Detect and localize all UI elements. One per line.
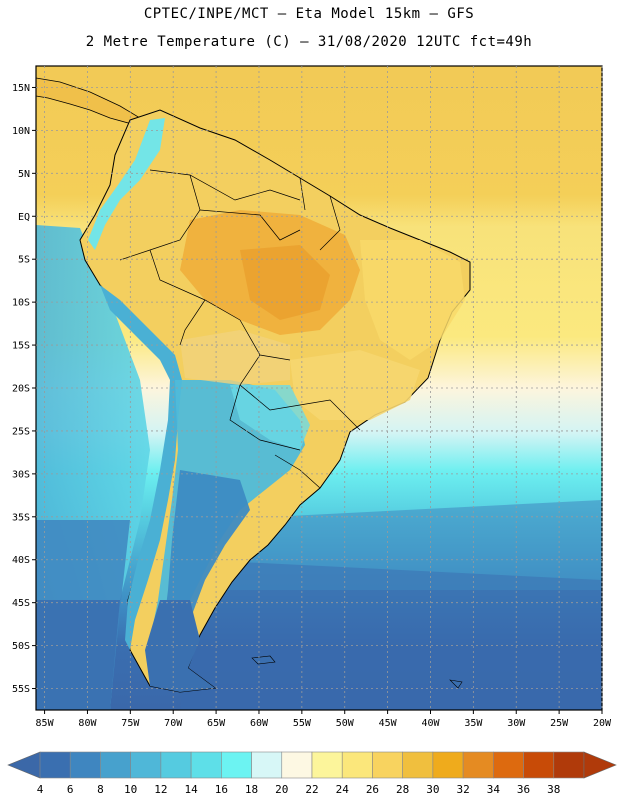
lat-tick-label: 45S bbox=[12, 598, 30, 609]
central-america bbox=[36, 77, 141, 125]
hot-spot bbox=[240, 245, 330, 320]
colorbar-label: 26 bbox=[366, 783, 379, 796]
lat-tick-label: 5N bbox=[18, 169, 30, 180]
andes-south bbox=[100, 285, 182, 650]
lon-tick-label: 45W bbox=[379, 718, 398, 729]
lat-tick-label: 40S bbox=[12, 555, 30, 566]
colorbar-label: 14 bbox=[184, 783, 198, 796]
lat-tick-label: 15S bbox=[12, 341, 30, 352]
lon-tick-label: 75W bbox=[121, 718, 140, 729]
colorbar-label: 32 bbox=[456, 783, 469, 796]
ocean-south-atlantic-mid bbox=[200, 500, 602, 590]
colorbar-swatch bbox=[523, 751, 555, 779]
lon-tick-label: 25W bbox=[550, 718, 569, 729]
colorbar-label: 4 bbox=[37, 783, 44, 796]
colorbar-swatch bbox=[462, 751, 494, 779]
lon-tick-label: 65W bbox=[207, 718, 226, 729]
colorbar-label: 36 bbox=[517, 783, 530, 796]
colorbar-under-arrow bbox=[7, 751, 41, 779]
title-line-1: CPTEC/INPE/MCT – Eta Model 15km – GFS bbox=[143, 6, 475, 22]
colorbar-label: 20 bbox=[275, 783, 288, 796]
lat-tick-label: 15N bbox=[12, 83, 30, 94]
coast-details bbox=[251, 655, 463, 689]
title-line-2: 2 Metre Temperature (C) – 31/08/2020 12U… bbox=[85, 34, 533, 50]
lat-tick-label: 50S bbox=[12, 641, 30, 652]
lat-tick-label: 55S bbox=[12, 684, 30, 695]
lon-tick-label: 85W bbox=[36, 718, 55, 729]
lon-tick-label: 35W bbox=[464, 718, 483, 729]
lat-tick-label: 5S bbox=[18, 255, 30, 266]
colorbar-swatch bbox=[251, 751, 283, 779]
colorbar-swatch bbox=[130, 751, 162, 779]
lat-tick-label: 35S bbox=[12, 512, 30, 523]
colorbar-label: 24 bbox=[336, 783, 350, 796]
colorbar-swatch bbox=[221, 751, 252, 779]
colorbar-swatch bbox=[402, 751, 434, 779]
colorbar-swatch bbox=[160, 751, 192, 779]
longitude-axis: 85W 80W 75W 70W 65W 60W 55W 50W 45W 40W 35W 30W 25W 2… bbox=[36, 710, 612, 729]
colorbar-label: 38 bbox=[547, 783, 560, 796]
colorbar-label: 16 bbox=[215, 783, 228, 796]
andes-north bbox=[88, 118, 165, 250]
colorbar-swatch bbox=[311, 751, 343, 779]
ocean-south-atlantic bbox=[180, 560, 602, 710]
lon-tick-label: 80W bbox=[78, 718, 97, 729]
colorbar-label: 12 bbox=[154, 783, 167, 796]
lon-tick-label: 50W bbox=[336, 718, 355, 729]
colorbar-swatch bbox=[341, 751, 373, 779]
colorbar-label: 28 bbox=[396, 783, 409, 796]
colorbar-label: 22 bbox=[305, 783, 318, 796]
lon-tick-label: 70W bbox=[164, 718, 183, 729]
colorbar-swatch bbox=[39, 751, 71, 779]
tierra-del-fuego bbox=[145, 600, 215, 692]
lat-tick-label: 25S bbox=[12, 426, 30, 437]
colorbar-over-arrow bbox=[583, 751, 617, 779]
colorbar-label: 6 bbox=[67, 783, 74, 796]
colorbar-swatch bbox=[281, 751, 313, 779]
colorbar-swatch bbox=[553, 751, 585, 779]
lat-tick-label: 20S bbox=[12, 384, 30, 395]
lat-tick-label: 30S bbox=[12, 469, 30, 480]
colorbar-label: 8 bbox=[97, 783, 104, 796]
lon-tick-label: 40W bbox=[421, 718, 440, 729]
colorbar-label: 18 bbox=[245, 783, 258, 796]
northeast-brazil bbox=[360, 240, 465, 360]
colorbar-label: 10 bbox=[124, 783, 137, 796]
colorbar-swatch bbox=[493, 751, 524, 779]
lon-tick-label: 55W bbox=[293, 718, 312, 729]
colorbar-swatch bbox=[69, 751, 101, 779]
latitude-axis: 15N 10N 5N EQ 5S 10S 15S 20S 25S 30S 35S 40S 45S 50S 5… bbox=[12, 83, 36, 695]
chaco-transition bbox=[180, 330, 290, 385]
colorbar-swatch bbox=[100, 751, 131, 779]
colorbar-swatch bbox=[432, 751, 464, 779]
lon-tick-label: 20W bbox=[593, 718, 612, 729]
lat-tick-label: EQ bbox=[18, 212, 30, 223]
colorbar: 4 6 8 10 12 14 16 18 20 22 24 26 28 30 32 34 36 38 bbox=[7, 751, 617, 796]
country-borders bbox=[119, 169, 361, 489]
colorbar-label: 34 bbox=[487, 783, 501, 796]
graticule bbox=[36, 66, 603, 710]
lon-tick-label: 60W bbox=[250, 718, 269, 729]
colorbar-swatch bbox=[190, 751, 222, 779]
ocean-pacific-far-south bbox=[36, 600, 120, 710]
lon-tick-label: 30W bbox=[507, 718, 526, 729]
lat-tick-label: 10N bbox=[12, 126, 30, 137]
uruguay-south-brazil bbox=[230, 385, 310, 450]
colorbar-swatch bbox=[372, 751, 403, 779]
lat-tick-label: 10S bbox=[12, 298, 30, 309]
colorbar-label: 30 bbox=[426, 783, 439, 796]
